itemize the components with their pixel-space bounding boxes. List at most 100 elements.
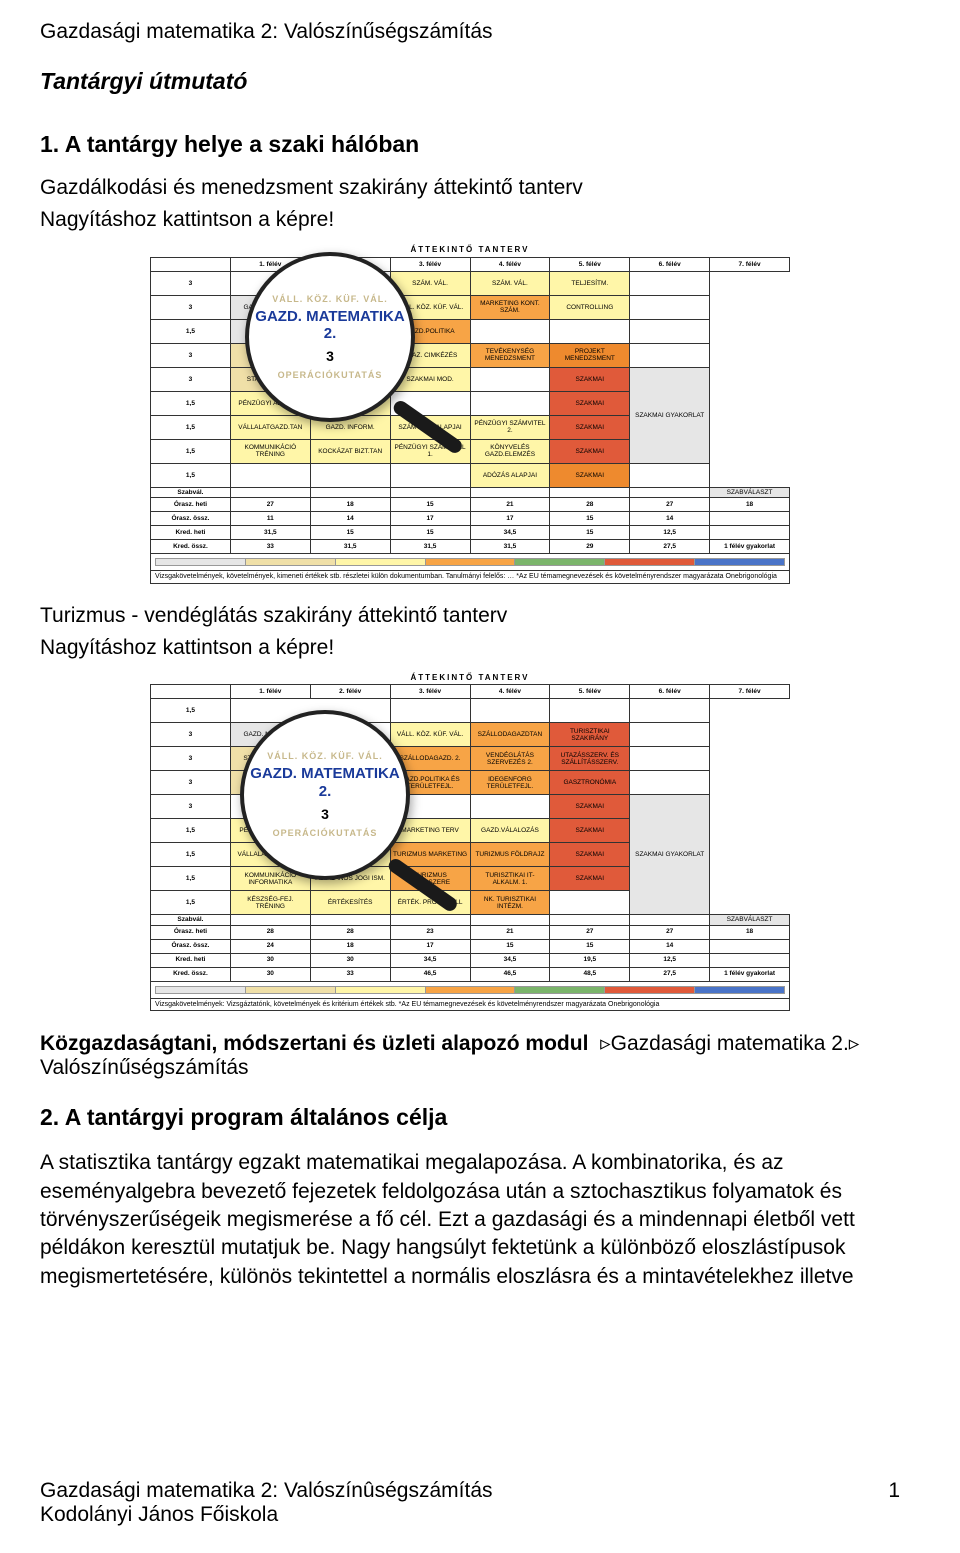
- summary-cell: 1 félév gyakorlat: [710, 967, 790, 981]
- row-credit: 1,5: [151, 843, 231, 867]
- row-credit: 1,5: [151, 415, 231, 439]
- course-cell: ÉRTÉKESÍTÉS: [310, 891, 390, 915]
- course-cell: [550, 319, 630, 343]
- course-cell: SZAKMAI: [550, 391, 630, 415]
- course-cell: [470, 795, 550, 819]
- semester-header: 6. félév: [630, 257, 710, 271]
- course-cell: [230, 463, 310, 487]
- course-cell: SZAKMAI: [550, 867, 630, 891]
- page-footer: Gazdasági matematika 2: Valószínûségszám…: [40, 1479, 900, 1527]
- row-credit: 3: [151, 367, 231, 391]
- summary-cell: 28: [230, 925, 310, 939]
- summary-cell: 14: [630, 511, 710, 525]
- summary-cell: 30: [230, 967, 310, 981]
- chart-footnotes: Vizsgakövetelmények: Vizsgáztatónk, köve…: [151, 998, 790, 1011]
- summary-cell: 34,5: [470, 525, 550, 539]
- course-cell: [630, 319, 710, 343]
- summary-cell: [710, 953, 790, 967]
- szabval-cell: [550, 487, 630, 497]
- summary-cell: 30: [310, 953, 390, 967]
- magnifier-icon: VÁLL. KÖZ. KÜF. VÁL.GAZD. MATEMATIKA 2.3…: [245, 252, 415, 422]
- summary-cell: 18: [710, 925, 790, 939]
- course-cell: [470, 391, 550, 415]
- summary-cell: 34,5: [470, 953, 550, 967]
- course-cell: [630, 295, 710, 319]
- course-cell: [310, 463, 390, 487]
- summary-label: Órasz. össz.: [151, 511, 231, 525]
- course-cell: SZAKMAI: [550, 367, 630, 391]
- summary-cell: 15: [550, 511, 630, 525]
- course-cell: VENDÉGLÁTÁS SZERVEZÉS 2.: [470, 747, 550, 771]
- curriculum-2-title: Turizmus - vendéglátás szakirány áttekin…: [40, 604, 900, 628]
- summary-cell: 19,5: [550, 953, 630, 967]
- summary-cell: 46,5: [470, 967, 550, 981]
- szabval-cell: [630, 487, 710, 497]
- summary-cell: 15: [550, 525, 630, 539]
- summary-label: Órasz. heti: [151, 497, 231, 511]
- breadcrumb-course: Gazdasági matematika 2.: [611, 1032, 849, 1055]
- course-cell: GAZD.VÁLALOZÁS: [470, 819, 550, 843]
- course-cell: [630, 747, 710, 771]
- row-credit: 1,5: [151, 891, 231, 915]
- magnifier-label: GAZD. MATEMATIKA 2.: [244, 765, 406, 800]
- summary-cell: [710, 525, 790, 539]
- zoom-hint-2: Nagyításhoz kattintson a képre!: [40, 636, 900, 660]
- summary-label: Kred. össz.: [151, 539, 231, 553]
- chart-footnotes: Vizsgakövetelmények, követelmények, kime…: [151, 570, 790, 583]
- breadcrumb-arrow-1: ▹: [594, 1032, 610, 1055]
- curriculum-chart-1[interactable]: ÁTTEKINTŐ TANTERV1. félév2. félév3. félé…: [150, 244, 790, 584]
- semester-header: 1. félév: [230, 685, 310, 699]
- course-cell: TURISZTIKAI IT-ALKALM. 1.: [470, 867, 550, 891]
- summary-cell: 1 félév gyakorlat: [710, 539, 790, 553]
- curriculum-1-title: Gazdálkodási és menedzsment szakirány át…: [40, 176, 900, 200]
- summary-label: Órasz. össz.: [151, 939, 231, 953]
- row-credit: 3: [151, 271, 231, 295]
- szabval-cell: [470, 915, 550, 925]
- szabval-cell: [550, 915, 630, 925]
- course-cell: [390, 463, 470, 487]
- summary-cell: 21: [470, 497, 550, 511]
- course-cell: [630, 723, 710, 747]
- course-cell: MARKETING KONT. SZÁM.: [470, 295, 550, 319]
- course-cell: SZAKMAI: [550, 819, 630, 843]
- breadcrumb-arrow-2: ▹: [849, 1032, 860, 1055]
- row-label: Szabvál.: [151, 915, 231, 925]
- summary-cell: 17: [390, 939, 470, 953]
- szabval-cell: [230, 915, 310, 925]
- row-credit: 1,5: [151, 463, 231, 487]
- summary-cell: 27: [550, 925, 630, 939]
- curriculum-chart-2[interactable]: ÁTTEKINTŐ TANTERV1. félév2. félév3. félé…: [150, 672, 790, 1012]
- guide-title: Tantárgyi útmutató: [40, 68, 900, 95]
- semester-header: 5. félév: [550, 257, 630, 271]
- semester-header: 3. félév: [390, 257, 470, 271]
- summary-cell: 29: [550, 539, 630, 553]
- summary-cell: 27: [630, 497, 710, 511]
- row-header-blank: [151, 685, 231, 699]
- szabval-cell: [630, 915, 710, 925]
- szabval-cell: [310, 915, 390, 925]
- semester-header: 7. félév: [710, 257, 790, 271]
- row-credit: 1,5: [151, 867, 231, 891]
- module-breadcrumb: Közgazdaságtani, módszertani és üzleti a…: [40, 1031, 900, 1080]
- summary-cell: 21: [470, 925, 550, 939]
- semester-header: 3. félév: [390, 685, 470, 699]
- szabval-cell: SZABVÁLASZT: [710, 915, 790, 925]
- summary-cell: 31,5: [310, 539, 390, 553]
- course-cell: SZAKMAI: [550, 795, 630, 819]
- semester-header: 7. félév: [710, 685, 790, 699]
- summary-cell: 30: [230, 953, 310, 967]
- footer-page-number: 1: [888, 1479, 900, 1503]
- summary-cell: 31,5: [390, 539, 470, 553]
- row-credit: 1,5: [151, 699, 231, 723]
- course-cell: CONTROLLING: [550, 295, 630, 319]
- course-cell: GASZTRONÓMIA: [550, 771, 630, 795]
- row-label: Szabvál.: [151, 487, 231, 497]
- magnifier-label: GAZD. MATEMATIKA 2.: [249, 308, 411, 343]
- row-credit: 1,5: [151, 391, 231, 415]
- magnifier-credit: 3: [321, 806, 329, 822]
- summary-cell: 33: [230, 539, 310, 553]
- row-credit: 1,5: [151, 819, 231, 843]
- course-cell: TEVÉKENYSÉG MENEDZSMENT: [470, 343, 550, 367]
- summary-cell: 14: [630, 939, 710, 953]
- course-cell: [470, 699, 550, 723]
